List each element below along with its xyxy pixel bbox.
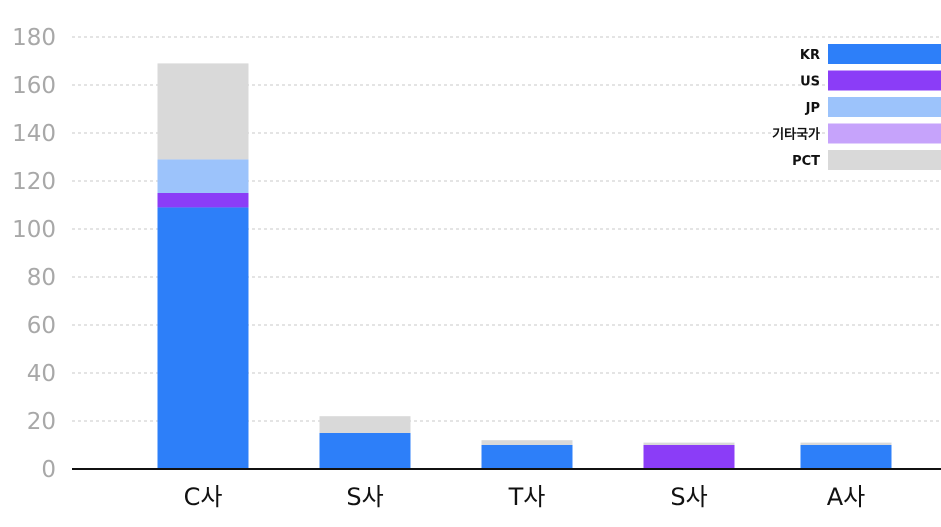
x-tick-label: A사 [827, 483, 866, 511]
y-tick-label: 140 [12, 121, 56, 147]
bar-segment [800, 442, 892, 445]
bar-segment [481, 440, 573, 445]
y-tick-label: 160 [12, 73, 56, 99]
bar-segment [319, 433, 411, 469]
legend-swatch [828, 44, 941, 64]
y-tick-label: 180 [12, 25, 56, 51]
legend-swatch [828, 123, 941, 144]
bar-segment [157, 207, 249, 469]
bar-segment [157, 193, 249, 208]
legend-swatch [828, 97, 941, 117]
legend-label: JP [805, 101, 820, 116]
legend-label: PCT [792, 154, 820, 169]
bar-segment [157, 63, 249, 160]
bar-segment [643, 442, 735, 445]
y-tick-label: 120 [12, 169, 56, 195]
legend-label: US [800, 75, 820, 90]
x-tick-label: S사 [346, 483, 383, 511]
y-tick-label: 80 [27, 265, 56, 291]
bar-segment [157, 159, 249, 193]
legend-swatch [828, 70, 941, 91]
y-tick-label: 0 [41, 457, 56, 483]
legend: KR US JP 기타국가 PCT [772, 44, 941, 170]
legend-swatch [828, 150, 941, 170]
x-tick-label: T사 [508, 483, 546, 511]
y-tick-label: 20 [27, 409, 56, 435]
legend-label: KR [800, 48, 820, 63]
x-tick-label: S사 [670, 483, 707, 511]
legend-label: 기타국가 [772, 127, 820, 143]
x-tick-label: C사 [184, 483, 223, 511]
bar-segment [319, 416, 411, 433]
y-tick-label: 40 [27, 361, 56, 387]
y-tick-label: 100 [12, 217, 56, 243]
y-tick-label: 60 [27, 313, 56, 339]
y-axis-ticks: 0 20 40 60 80 100 120 140 160 180 [12, 25, 56, 483]
x-axis-ticks: C사 S사 T사 S사 A사 [184, 483, 866, 511]
bar-segment [800, 445, 892, 469]
bars [157, 63, 892, 469]
bar-segment [643, 445, 735, 469]
bar-segment [481, 445, 573, 469]
